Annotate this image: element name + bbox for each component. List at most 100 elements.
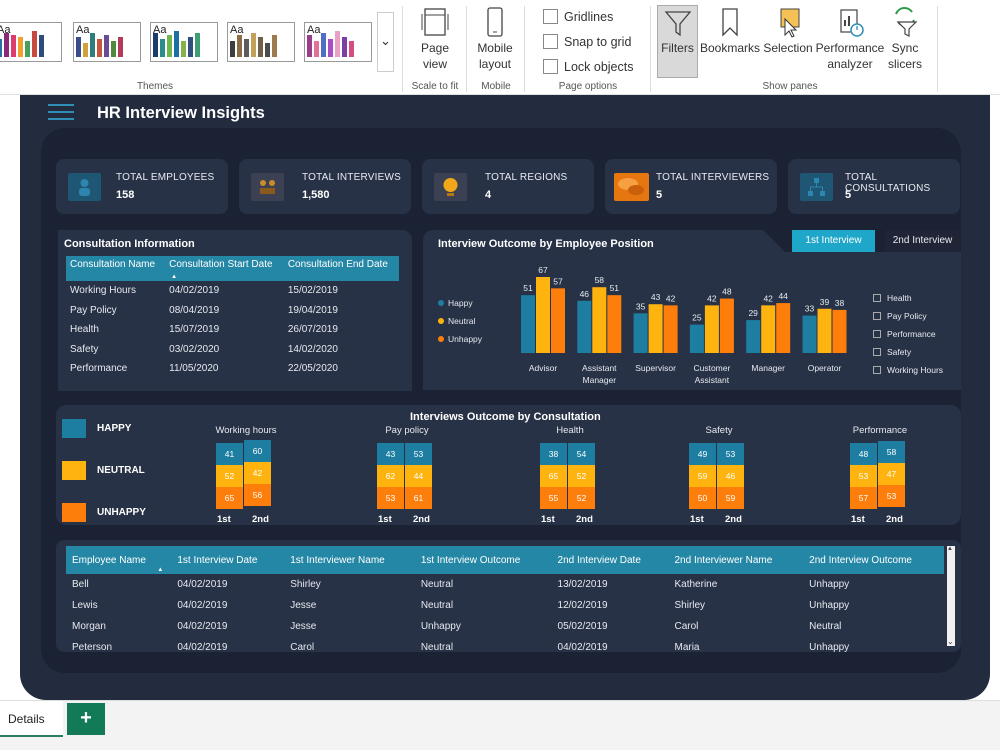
kpi-total-interviewers[interactable]: TOTAL INTERVIEWERS 5	[605, 159, 777, 214]
bar-unhappy[interactable]	[832, 309, 847, 353]
table-row[interactable]: Safety 03/02/2020 14/02/2020	[66, 340, 399, 360]
first-interview-button[interactable]: 1st Interview	[792, 230, 875, 252]
theme-thumbnail[interactable]: Aa	[73, 22, 141, 62]
bar-neutral[interactable]	[761, 305, 776, 353]
filter-checkbox-performance[interactable]: Performance	[873, 329, 936, 339]
page-view-button[interactable]: Page view	[409, 6, 461, 72]
filters-button[interactable]: Filters	[657, 5, 698, 78]
stack-segment-unhappy[interactable]: 61	[405, 487, 432, 509]
stack-segment-happy[interactable]: 38	[540, 443, 567, 465]
table-row[interactable]: Performance 11/05/2020 22/05/2020	[66, 359, 399, 379]
stack-segment-happy[interactable]: 58	[878, 441, 905, 463]
stack-segment-neutral[interactable]: 52	[216, 465, 243, 487]
stack-segment-neutral[interactable]: 62	[377, 465, 404, 487]
kpi-total-interviews[interactable]: TOTAL INTERVIEWS 1,580	[239, 159, 411, 214]
kpi-total-employees[interactable]: TOTAL EMPLOYEES 158	[56, 159, 228, 214]
mobile-layout-button[interactable]: Mobile layout	[472, 6, 518, 72]
stack-segment-unhappy[interactable]: 56	[244, 484, 271, 506]
tab-details[interactable]: Details	[0, 701, 63, 737]
stack-segment-unhappy[interactable]: 55	[540, 487, 567, 509]
bar-happy[interactable]	[746, 320, 761, 353]
table-row[interactable]: Health 15/07/2019 26/07/2019	[66, 320, 399, 340]
bar-happy[interactable]	[633, 313, 648, 353]
filter-checkbox-working-hours[interactable]: Working Hours	[873, 365, 943, 375]
menu-hamburger-icon[interactable]	[48, 104, 74, 125]
stack-segment-unhappy[interactable]: 52	[568, 487, 595, 509]
stack-segment-unhappy[interactable]: 53	[878, 485, 905, 507]
stack-segment-unhappy[interactable]: 59	[717, 487, 744, 509]
table-row[interactable]: Working Hours 04/02/2019 15/02/2019	[66, 281, 399, 301]
bar-happy[interactable]	[577, 300, 592, 353]
theme-thumbnail[interactable]: Aa	[0, 22, 62, 62]
stack-segment-neutral[interactable]: 65	[540, 465, 567, 487]
theme-thumbnail[interactable]: Aa	[227, 22, 295, 62]
table-row[interactable]: Peterson 04/02/2019 Carol Neutral 04/02/2019…	[66, 637, 944, 652]
scroll-up-icon[interactable]: ▲	[947, 546, 953, 552]
bar-neutral[interactable]	[648, 304, 663, 353]
second-interview-button[interactable]: 2nd Interview	[885, 230, 960, 252]
column-header[interactable]: 2nd Interview Outcome	[803, 546, 944, 574]
column-header[interactable]: 2nd Interview Date	[551, 546, 669, 574]
stack-segment-neutral[interactable]: 47	[878, 463, 905, 485]
kpi-total-consultations[interactable]: TOTAL CONSULTATIONS 5	[788, 159, 960, 214]
add-page-button[interactable]: +	[67, 703, 105, 735]
bar-neutral[interactable]	[592, 287, 607, 353]
stack-segment-neutral[interactable]: 46	[717, 465, 744, 487]
stack-segment-happy[interactable]: 54	[568, 443, 595, 465]
table-row[interactable]: Morgan 04/02/2019 Jesse Unhappy 05/02/2019 Ca…	[66, 616, 944, 637]
filter-checkbox-safety[interactable]: Safety	[873, 347, 911, 357]
bar-neutral[interactable]	[817, 308, 832, 353]
column-header[interactable]: Employee Name	[66, 546, 172, 574]
bar-happy[interactable]	[802, 315, 817, 353]
bar-neutral[interactable]	[536, 277, 550, 353]
bar-unhappy[interactable]	[719, 298, 734, 353]
filter-checkbox-health[interactable]: Health	[873, 293, 912, 303]
bar-happy[interactable]	[689, 324, 704, 353]
stack-segment-happy[interactable]: 49	[689, 443, 716, 465]
bookmarks-button[interactable]: Bookmarks	[700, 6, 760, 56]
sync-slicers-button[interactable]: Sync slicers	[885, 6, 925, 72]
bar-neutral[interactable]	[704, 305, 719, 353]
bar-unhappy[interactable]	[663, 305, 678, 353]
stack-segment-unhappy[interactable]: 50	[689, 487, 716, 509]
theme-thumbnail[interactable]: Aa	[304, 22, 372, 62]
stack-segment-neutral[interactable]: 52	[568, 465, 595, 487]
stack-segment-happy[interactable]: 48	[850, 443, 877, 465]
gridlines-checkbox[interactable]: Gridlines	[543, 9, 613, 24]
stack-segment-happy[interactable]: 53	[717, 443, 744, 465]
theme-thumbnail[interactable]: Aa	[150, 22, 218, 62]
table-row[interactable]: Lewis 04/02/2019 Jesse Neutral 12/02/2019 Shi…	[66, 595, 944, 616]
themes-more-button[interactable]: ⌄	[377, 12, 394, 72]
stack-segment-happy[interactable]: 41	[216, 443, 243, 465]
bar-unhappy[interactable]	[551, 288, 565, 353]
column-header[interactable]: Consultation End Date	[283, 256, 399, 281]
stack-segment-neutral[interactable]: 44	[405, 465, 432, 487]
stack-segment-unhappy[interactable]: 57	[850, 487, 877, 509]
scroll-down-icon[interactable]: ⌄	[947, 637, 954, 646]
column-header[interactable]: 2nd Interviewer Name	[668, 546, 804, 574]
column-header[interactable]: Consultation Start Date ▲	[165, 256, 284, 281]
performance-analyzer-button[interactable]: Performance analyzer	[815, 6, 885, 72]
stack-segment-happy[interactable]: 60	[244, 440, 271, 462]
column-header[interactable]: 1st Interviewer Name	[284, 546, 415, 574]
snap-to-grid-checkbox[interactable]: Snap to grid	[543, 34, 631, 49]
stack-segment-unhappy[interactable]: 65	[216, 487, 243, 509]
stack-segment-neutral[interactable]: 53	[850, 465, 877, 487]
selection-button[interactable]: Selection	[762, 6, 814, 56]
stack-segment-happy[interactable]: 43	[377, 443, 404, 465]
bar-unhappy[interactable]	[776, 303, 791, 353]
column-header[interactable]: 1st Interview Outcome	[414, 546, 552, 574]
stack-segment-happy[interactable]: 53	[405, 443, 432, 465]
column-header[interactable]: 1st Interview Date ▲	[157, 546, 285, 574]
table-row[interactable]: Bell 04/02/2019 Shirley Neutral 13/02/2019 Ka…	[66, 574, 944, 595]
stack-segment-unhappy[interactable]: 53	[377, 487, 404, 509]
bar-unhappy[interactable]	[607, 295, 622, 353]
kpi-total-regions[interactable]: TOTAL REGIONS 4	[422, 159, 594, 214]
stack-segment-neutral[interactable]: 42	[244, 462, 271, 484]
stack-segment-neutral[interactable]: 59	[689, 465, 716, 487]
lock-objects-checkbox[interactable]: Lock objects	[543, 59, 633, 74]
bar-happy[interactable]	[521, 295, 535, 353]
column-header[interactable]: Consultation Name	[66, 256, 166, 281]
filter-checkbox-pay-policy[interactable]: Pay Policy	[873, 311, 927, 321]
table-row[interactable]: Pay Policy 08/04/2019 19/04/2019	[66, 301, 399, 321]
